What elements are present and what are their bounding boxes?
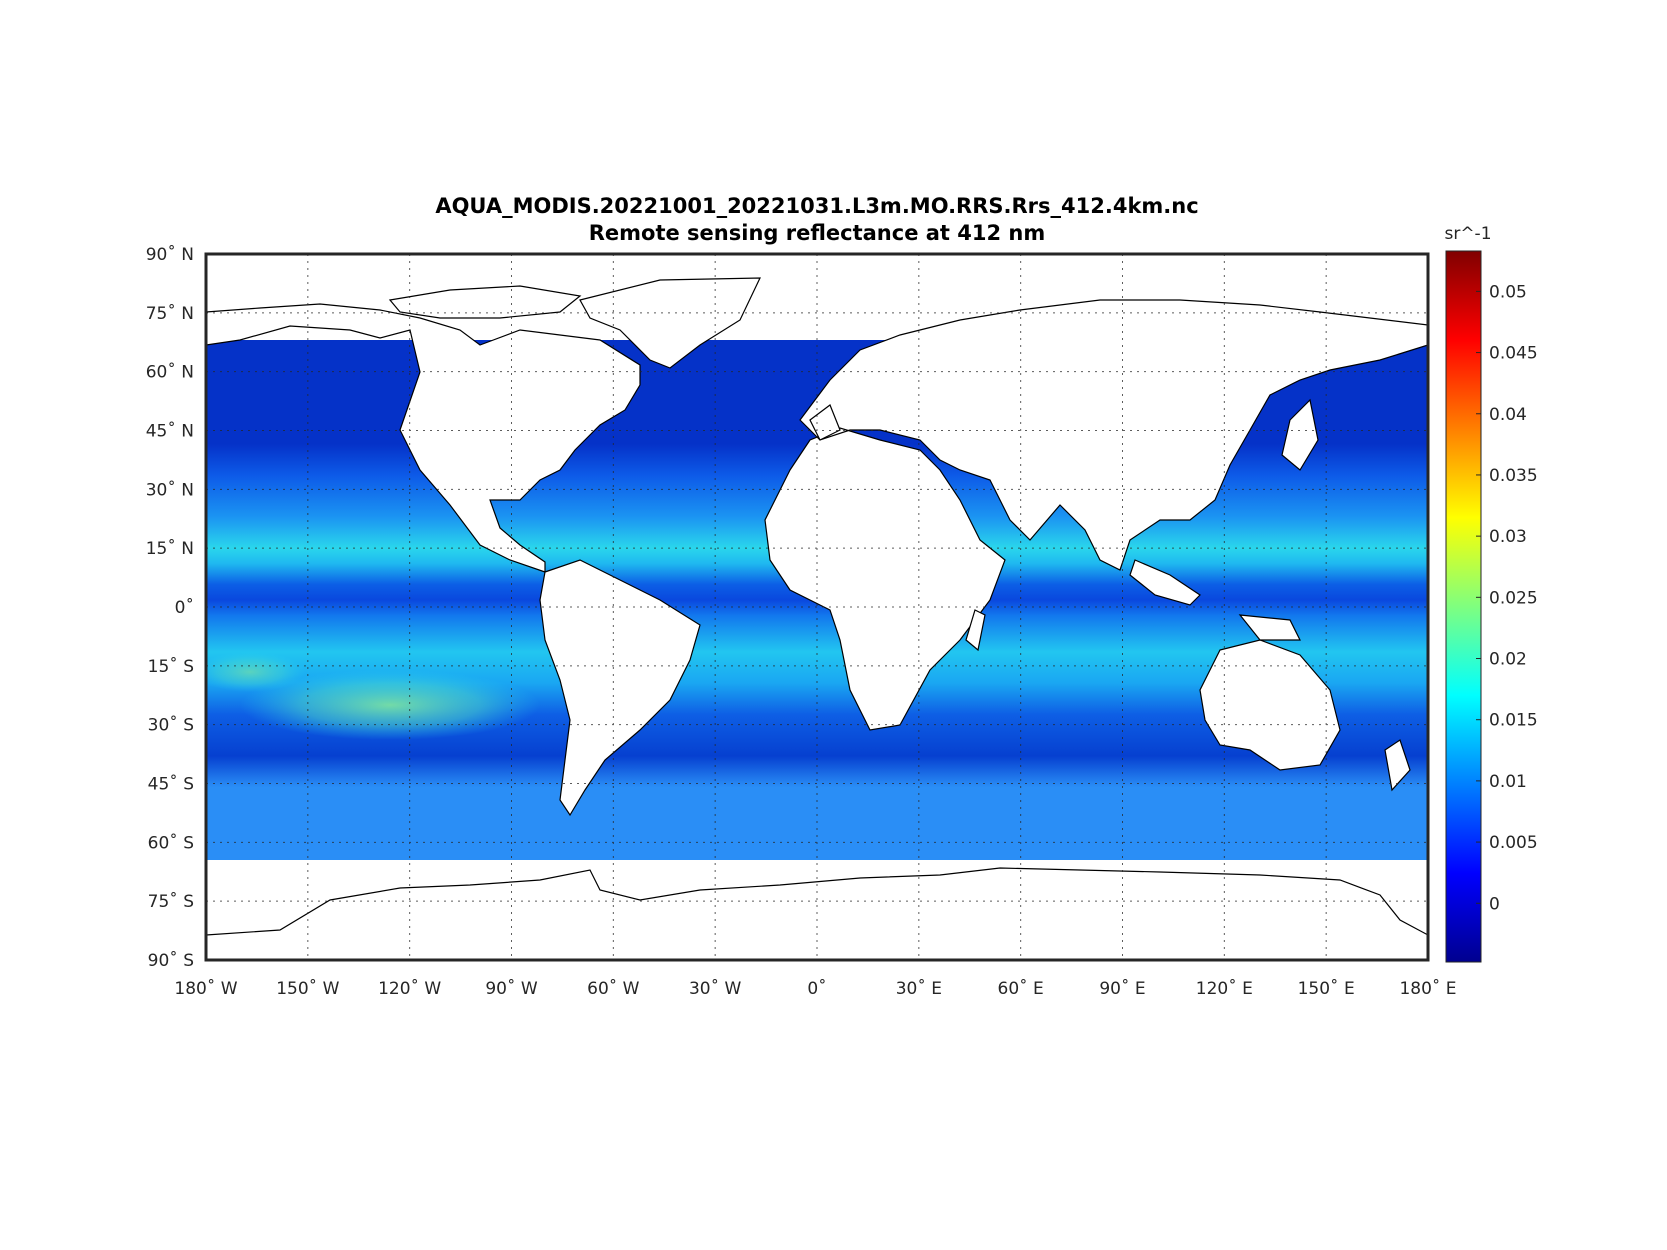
colorbar-tick-label: 0.035	[1489, 466, 1538, 486]
lon-tick-label: 180˚ W	[174, 978, 237, 999]
colorbar-unit-label: sr^-1	[1444, 224, 1491, 244]
colorbar-tick-label: 0	[1489, 894, 1500, 914]
lon-tick-label: 60˚ E	[998, 978, 1044, 999]
colorbar-tick-label: 0.005	[1489, 833, 1538, 853]
lat-tick-label: 45˚ S	[148, 774, 194, 795]
figure-subtitle: Remote sensing reflectance at 412 nm	[589, 221, 1046, 245]
lat-tick-label: 0˚	[175, 597, 194, 618]
lon-tick-label: 90˚ E	[1099, 978, 1145, 999]
lon-tick-label: 30˚ W	[689, 978, 742, 999]
lat-tick-label: 15˚ S	[148, 656, 194, 677]
figure-title: AQUA_MODIS.20221001_20221031.L3m.MO.RRS.…	[435, 194, 1198, 218]
lat-tick-label: 60˚ S	[148, 832, 194, 853]
latitude-labels: 90˚ N 75˚ N 60˚ N 45˚ N 30˚ N 15˚ N 0˚ 15˚ S 30˚…	[146, 244, 194, 971]
colorbar-tick-label: 0.015	[1489, 711, 1538, 731]
lat-tick-label: 45˚ N	[146, 421, 194, 442]
south-pacific-high-rrs	[240, 670, 540, 740]
lat-tick-label: 90˚ S	[148, 950, 194, 971]
colorbar-ticks: 0.05 0.045 0.04 0.035 0.03 0.025 0.02 0.015 0.01…	[1476, 282, 1538, 914]
australia	[1199, 639, 1341, 771]
lon-tick-label: 0˚	[807, 978, 826, 999]
lon-tick-label: 90˚ W	[485, 978, 538, 999]
colorbar-tick-label: 0.025	[1489, 588, 1538, 608]
map-frame	[204, 252, 1430, 962]
lat-tick-label: 90˚ N	[146, 244, 194, 265]
lon-tick-label: 180˚ E	[1399, 978, 1456, 999]
north-america	[206, 303, 641, 573]
longitude-labels: 180˚ W 150˚ W 120˚ W 90˚ W 60˚ W 30˚ W 0˚ 30˚ E…	[174, 978, 1456, 999]
colorbar-tick-label: 0.02	[1489, 650, 1527, 670]
lat-tick-label: 75˚ N	[146, 303, 194, 324]
lat-tick-label: 75˚ S	[148, 891, 194, 912]
colorbar-tick-label: 0.04	[1489, 405, 1527, 425]
lat-tick-label: 15˚ N	[146, 538, 194, 559]
lat-tick-label: 60˚ N	[146, 362, 194, 383]
lon-tick-label: 120˚ E	[1196, 978, 1253, 999]
lon-tick-label: 150˚ E	[1298, 978, 1355, 999]
lat-tick-label: 30˚ S	[148, 715, 194, 736]
eurasia-africa	[764, 299, 1428, 731]
lon-tick-label: 120˚ W	[378, 978, 441, 999]
colorbar-tick-label: 0.01	[1489, 772, 1527, 792]
map-area	[206, 254, 1428, 960]
lon-tick-label: 150˚ W	[276, 978, 339, 999]
lon-tick-label: 60˚ W	[587, 978, 640, 999]
greenland	[579, 277, 761, 369]
lon-tick-label: 30˚ E	[896, 978, 942, 999]
colorbar	[1445, 250, 1482, 963]
colorbar-tick-label: 0.05	[1489, 282, 1527, 302]
graticule	[206, 254, 1428, 960]
colorbar-tick-label: 0.045	[1489, 344, 1538, 364]
south-america	[539, 559, 701, 817]
colorbar-tick-label: 0.03	[1489, 527, 1527, 547]
lat-tick-label: 30˚ N	[146, 479, 194, 500]
